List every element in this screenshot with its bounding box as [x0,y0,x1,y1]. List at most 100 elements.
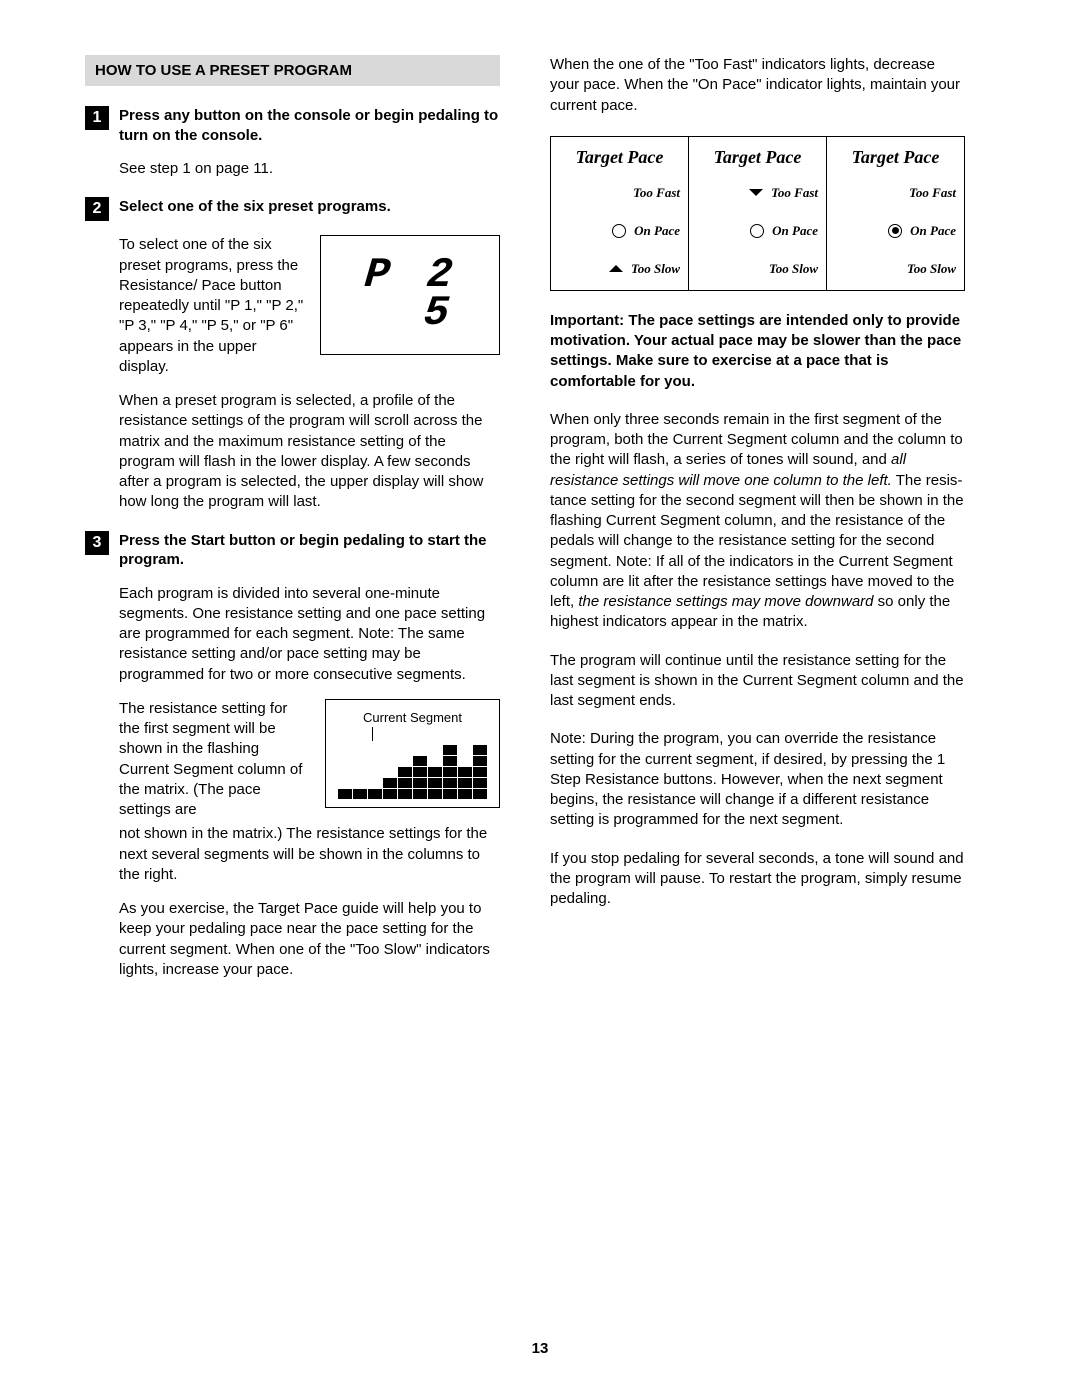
segment-pointer [372,727,373,741]
on-pace-label-2: On Pace [772,223,818,239]
matrix-cell [443,767,457,777]
on-pace-label: On Pace [634,223,680,239]
circle-empty-icon-2 [750,224,764,238]
matrix-cell [368,778,382,788]
right-p2: The program will continue until the resi… [550,651,965,712]
matrix-cell [413,745,427,755]
matrix-cell [338,767,352,777]
right-intro: When the one of the "Too Fast" indicator… [550,55,965,116]
too-slow-label-2: Too Slow [769,261,818,277]
matrix-cell [458,745,472,755]
matrix-cell [353,756,367,766]
step-number-3: 3 [85,531,109,555]
matrix-cell [368,745,382,755]
matrix-cell [473,778,487,788]
target-pace-table: Target Pace Too Fast On Pace Too Slow Ta… [550,136,965,291]
matrix-cell [413,767,427,777]
matrix-cell [428,745,442,755]
section-heading: HOW TO USE A PRESET PROGRAM [85,55,500,86]
two-column-layout: HOW TO USE A PRESET PROGRAM 1 Press any … [85,55,995,998]
matrix-cell [458,756,472,766]
step-2-side-text: To select one of the six preset programs… [119,235,305,377]
too-fast-label: Too Fast [633,185,680,201]
matrix-cell [383,756,397,766]
circle-filled-icon [888,224,902,238]
left-column: HOW TO USE A PRESET PROGRAM 1 Press any … [85,55,500,998]
matrix-cell [458,767,472,777]
step-3-seg-text: The resistance setting for the first seg… [119,699,310,821]
step-1-title: Press any button on the console or begin… [119,106,500,145]
arrow-down-icon [749,189,763,196]
matrix-cell [398,745,412,755]
matrix-cell [338,756,352,766]
right-p3: Note: During the program, you can overri… [550,729,965,830]
matrix-cell [443,745,457,755]
circle-empty-icon [612,224,626,238]
matrix-cell [443,778,457,788]
step-2-title: Select one of the six preset programs. [119,197,391,217]
matrix-cell [353,745,367,755]
important-note: Important: The pace settings are intende… [550,311,965,392]
matrix-cell [413,778,427,788]
step-2: 2 Select one of the six preset programs.… [85,197,500,512]
pace-header-1: Target Pace [559,147,680,168]
pace-header-3: Target Pace [835,147,956,168]
matrix-cell [383,745,397,755]
matrix-cell [338,745,352,755]
matrix-cell [473,789,487,799]
pace-cell-3: Target Pace Too Fast On Pace Too Slow [827,137,964,290]
lcd-display: P 2 5 [320,235,500,355]
page: HOW TO USE A PRESET PROGRAM 1 Press any … [0,0,1080,1397]
step-3: 3 Press the Start button or begin pedali… [85,531,500,981]
matrix-cell [413,756,427,766]
matrix-cell [383,778,397,788]
matrix-cell [398,789,412,799]
matrix-cell [383,767,397,777]
page-number: 13 [0,1340,1080,1357]
pace-cell-1: Target Pace Too Fast On Pace Too Slow [551,137,688,290]
matrix-cell [353,767,367,777]
resistance-matrix [334,745,491,799]
pace-cell-2: Target Pace Too Fast On Pace Too Slow [689,137,826,290]
matrix-cell [368,789,382,799]
too-slow-label: Too Slow [631,261,680,277]
matrix-cell [368,756,382,766]
pace-header-2: Target Pace [697,147,818,168]
matrix-cell [368,767,382,777]
matrix-cell [353,789,367,799]
right-p1-em2: the resistance settings may move downwar… [578,593,873,610]
right-column: When the one of the "Too Fast" indicator… [550,55,965,998]
matrix-cell [473,756,487,766]
matrix-cell [398,767,412,777]
matrix-cell [413,789,427,799]
lcd-display-text: P 2 5 [360,257,460,333]
matrix-cell [443,789,457,799]
segment-label: Current Segment [334,710,491,725]
matrix-cell [338,778,352,788]
step-number-1: 1 [85,106,109,130]
matrix-cell [458,778,472,788]
step-3-p2: not shown in the matrix.) The resistance… [119,824,500,885]
arrow-up-icon [609,265,623,272]
step-3-p1: Each program is divided into several one… [119,584,500,685]
matrix-cell [428,789,442,799]
too-slow-label-3: Too Slow [907,261,956,277]
matrix-cell [458,789,472,799]
matrix-cell [428,756,442,766]
on-pace-label-3: On Pace [910,223,956,239]
too-fast-label-3: Too Fast [909,185,956,201]
matrix-cell [338,789,352,799]
step-2-p2: When a preset program is selected, a pro… [119,391,500,513]
matrix-cell [398,756,412,766]
matrix-cell [383,789,397,799]
step-3-p3: As you exercise, the Target Pace guide w… [119,899,500,980]
matrix-cell [473,745,487,755]
matrix-cell [428,767,442,777]
step-number-2: 2 [85,197,109,221]
matrix-cell [443,756,457,766]
matrix-cell [398,778,412,788]
segment-diagram: Current Segment [325,699,500,808]
step-3-title: Press the Start button or begin pedaling… [119,531,500,570]
matrix-cell [428,778,442,788]
right-p4: If you stop pedaling for several seconds… [550,849,965,910]
